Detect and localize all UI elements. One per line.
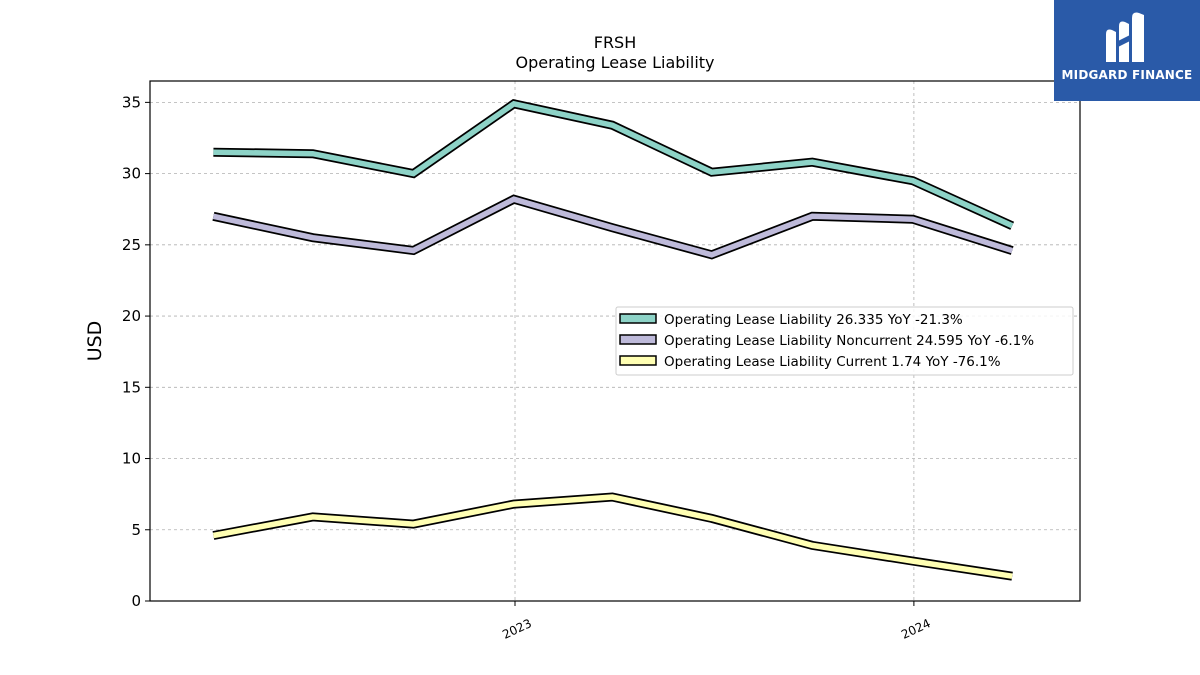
midgard-logo-icon [1106,12,1144,62]
series-line [212,494,1013,579]
legend-entry: Operating Lease Liability 26.335 YoY -21… [664,312,963,328]
legend-entry: Operating Lease Liability Current 1.74 Y… [664,354,1001,370]
chart-title: FRSH [594,33,637,52]
plot-frame [149,80,1081,602]
y-tick-label: 20 [122,307,141,325]
y-axis: 0 5 10 15 20 25 30 35 [122,93,150,610]
brand-logo: MIDGARD FINANCE [1054,0,1200,101]
legend-swatch [619,355,657,366]
series-0-line [213,98,1015,230]
y-tick-label: 35 [122,93,141,111]
brand-name: MIDGARD FINANCE [1061,68,1193,82]
x-tick-label: 2023 [500,616,534,642]
series-line-outline [213,98,1015,230]
y-tick-label: 30 [122,165,141,183]
y-tick-label: 15 [122,378,141,396]
y-tick-label: 10 [122,450,141,468]
chart-subtitle: Operating Lease Liability [515,53,714,72]
legend-swatch [619,313,657,324]
legend: Operating Lease Liability 26.335 YoY -21… [615,306,1074,376]
y-axis-label: USD [84,321,106,362]
legend-entry: Operating Lease Liability Noncurrent 24.… [664,333,1034,349]
y-tick-label: 5 [131,521,141,539]
series-2-line [212,492,1013,581]
x-tick-label: 2024 [899,616,933,642]
series-line-outline [212,492,1013,581]
y-tick-label: 25 [122,236,141,254]
series-lines [212,98,1015,581]
legend-box [615,306,1074,376]
x-axis: 2023 2024 [500,601,933,642]
legend-swatch [619,334,657,345]
series-line [212,196,1014,258]
series-line [213,100,1014,229]
y-tick-label: 0 [131,592,141,610]
series-1-line [212,194,1014,260]
